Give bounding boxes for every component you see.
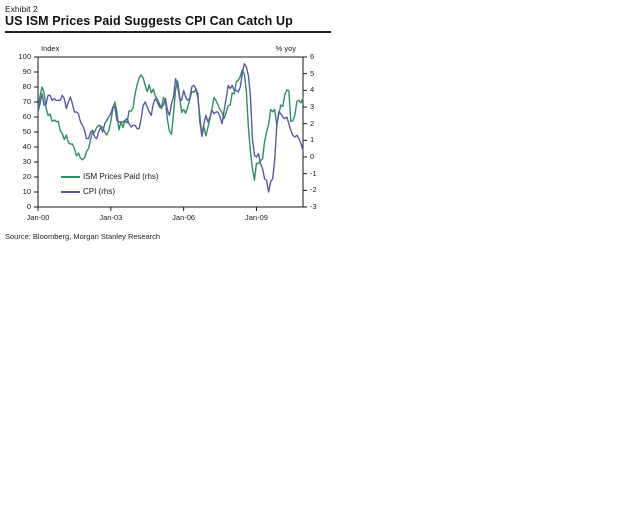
- y-axis-tick-label-right: -2: [310, 185, 317, 195]
- y-axis-tick-label-left: 30: [22, 157, 31, 166]
- y-axis-tick-label-right: 6: [310, 52, 315, 61]
- y-axis-tick-label-right: -3: [310, 202, 317, 211]
- y-axis-tick-label-left: 10: [22, 187, 31, 196]
- y-axis-tick-label-left: 50: [22, 127, 31, 136]
- y-axis-tick-label-right: 5: [310, 68, 315, 78]
- y-axis-tick-label-left: 100: [18, 52, 31, 61]
- legend-item: ISM Prices Paid (rhs): [61, 169, 159, 184]
- x-axis-tick-label: Jan-09: [245, 213, 268, 222]
- series-line-0: [37, 69, 304, 181]
- y-axis-tick-label-left: 20: [22, 172, 31, 181]
- right-axis-title: % yoy: [275, 44, 296, 53]
- legend-swatch: [61, 190, 80, 193]
- y-axis-tick-label-right: 2: [310, 118, 315, 128]
- x-axis-tick-label: Jan-00: [26, 213, 50, 222]
- title-rule: [5, 31, 331, 33]
- y-axis-tick-label-left: 40: [22, 142, 31, 151]
- y-axis-tick-label-left: 70: [22, 97, 31, 106]
- y-axis-tick-label-right: -1: [310, 168, 317, 178]
- x-axis-tick-label: Jan-06: [172, 213, 196, 222]
- left-axis-title: Index: [41, 44, 60, 53]
- source-note: Source: Bloomberg, Morgan Stanley Resear…: [5, 232, 161, 241]
- y-axis-tick-label-left: 90: [22, 67, 31, 76]
- chart-legend: ISM Prices Paid (rhs) CPI (rhs): [61, 169, 159, 199]
- y-axis-tick-label-right: 3: [310, 102, 315, 111]
- legend-label: CPI (rhs): [83, 187, 115, 196]
- legend-label: ISM Prices Paid (rhs): [83, 172, 159, 181]
- y-axis-tick-label-left: 0: [26, 202, 31, 211]
- exhibit-label: Exhibit 2: [5, 4, 38, 14]
- chart-title: US ISM Prices Paid Suggests CPI Can Catc…: [5, 14, 293, 28]
- y-axis-tick-label-right: 4: [310, 85, 315, 95]
- y-axis-tick-label-right: 1: [310, 135, 315, 145]
- y-axis-tick-label-left: 80: [22, 82, 31, 91]
- y-axis-tick-label-left: 60: [22, 112, 31, 121]
- legend-swatch: [61, 175, 80, 178]
- series-line-1: [37, 62, 304, 193]
- legend-item: CPI (rhs): [61, 184, 159, 199]
- x-axis-tick-label: Jan-03: [99, 213, 123, 222]
- y-axis-tick-label-right: 0: [310, 152, 315, 161]
